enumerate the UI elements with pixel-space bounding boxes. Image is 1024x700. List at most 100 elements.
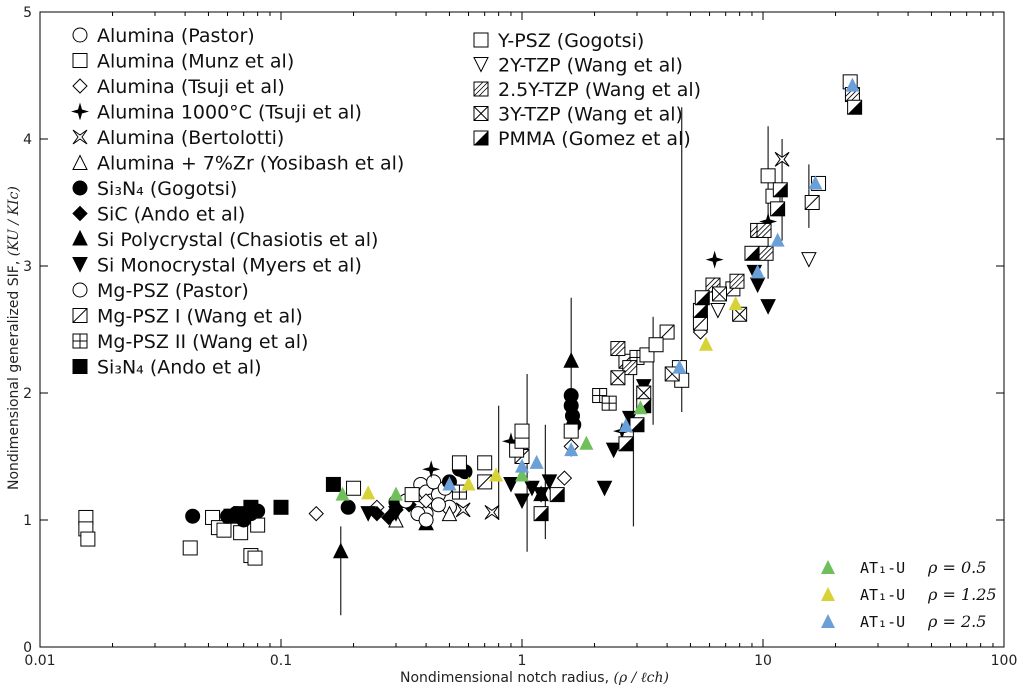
data-point bbox=[404, 487, 420, 503]
data-point bbox=[533, 506, 549, 522]
legend-label: 2Y-TZP (Wang et al) bbox=[498, 55, 683, 77]
series-19 bbox=[335, 400, 648, 501]
data-point bbox=[430, 497, 446, 513]
legend-entry: Alumina (Pastor) bbox=[72, 25, 255, 47]
data-point bbox=[515, 458, 529, 473]
data-point bbox=[325, 476, 341, 492]
data-point bbox=[503, 476, 519, 493]
legend-marker bbox=[72, 78, 88, 94]
legend-label: Si Polycrystal (Chasiotis et al) bbox=[97, 229, 378, 251]
y-tick-label: 3 bbox=[23, 259, 32, 275]
data-point bbox=[361, 485, 376, 500]
legend-marker bbox=[72, 180, 88, 196]
data-point bbox=[422, 460, 441, 479]
x-tick-label: 0.01 bbox=[24, 653, 55, 669]
series-14 bbox=[346, 74, 858, 503]
data-point bbox=[529, 454, 544, 469]
data-point bbox=[692, 315, 708, 331]
data-point bbox=[705, 250, 724, 269]
data-point bbox=[847, 99, 863, 115]
data-point bbox=[515, 467, 529, 482]
legend-entry: 2Y-TZP (Wang et al) bbox=[473, 55, 683, 77]
data-point bbox=[729, 273, 745, 289]
y-tick-label: 0 bbox=[23, 640, 32, 656]
legend-entry: Si₃N₄ (Gogotsi) bbox=[72, 178, 237, 200]
legend-marker bbox=[72, 129, 88, 145]
y-tick-label: 2 bbox=[23, 386, 32, 402]
data-point bbox=[659, 324, 675, 340]
legend-label: 2.5Y-TZP (Wang et al) bbox=[498, 79, 701, 101]
data-point bbox=[564, 442, 579, 457]
data-point bbox=[694, 290, 710, 306]
legend-marker bbox=[72, 27, 88, 43]
data-point bbox=[672, 359, 687, 374]
legend-model-rho: ρ = 0.5 bbox=[927, 558, 986, 577]
data-point bbox=[332, 542, 349, 559]
series-4 bbox=[455, 151, 790, 520]
data-point bbox=[804, 195, 820, 210]
data-point bbox=[514, 423, 530, 439]
data-point bbox=[418, 512, 434, 528]
legend-marker bbox=[72, 53, 88, 68]
legend-marker bbox=[72, 205, 88, 222]
data-point bbox=[749, 277, 766, 294]
data-point bbox=[758, 245, 774, 261]
data-point bbox=[760, 299, 776, 315]
legend-model-rho: ρ = 2.5 bbox=[927, 612, 986, 631]
legend-entry: Alumina 1000°C (Tsuji et al) bbox=[71, 102, 362, 124]
data-point bbox=[633, 400, 648, 415]
data-point bbox=[610, 370, 626, 386]
data-point bbox=[563, 352, 580, 368]
legend-model-label: AT₁-U bbox=[860, 559, 905, 577]
legend-label: Mg-PSZ I (Wang et al) bbox=[97, 306, 303, 328]
data-point bbox=[360, 506, 376, 522]
legend-label: PMMA (Gomez et al) bbox=[498, 128, 691, 150]
legend-label: Alumina 1000°C (Tsuji et al) bbox=[97, 102, 362, 124]
y-tick-label: 5 bbox=[23, 5, 32, 21]
legend-entry: Alumina (Tsuji et al) bbox=[72, 76, 285, 98]
data-point bbox=[340, 499, 356, 515]
data-point bbox=[426, 474, 442, 490]
data-point bbox=[629, 417, 645, 433]
data-point bbox=[216, 522, 232, 538]
legend-marker bbox=[473, 81, 489, 97]
data-point bbox=[770, 201, 786, 217]
data-point bbox=[346, 480, 362, 496]
data-point bbox=[388, 506, 404, 522]
series-3 bbox=[422, 212, 778, 479]
data-point bbox=[712, 286, 728, 302]
x-tick-label: 100 bbox=[991, 653, 1018, 669]
legend-label: 3Y-TZP (Wang et al) bbox=[498, 104, 683, 126]
data-point bbox=[601, 395, 617, 411]
legend-model-marker bbox=[821, 614, 835, 628]
data-point bbox=[648, 337, 664, 353]
x-axis-label: Nondimensional notch radius, (ρ / ℓch) bbox=[400, 670, 669, 686]
series-15 bbox=[710, 252, 817, 319]
legend-entry: Alumina (Munz et al) bbox=[72, 51, 294, 73]
legend-model-label: AT₁-U bbox=[860, 586, 905, 604]
legend-label: Mg-PSZ (Pastor) bbox=[97, 280, 249, 302]
legend-marker bbox=[473, 130, 489, 146]
legend-experimental: Alumina (Pastor) Alumina (Munz et al) Alum… bbox=[71, 25, 701, 379]
legend-marker bbox=[72, 282, 88, 298]
data-point bbox=[308, 505, 324, 522]
legend-entry: 3Y-TZP (Wang et al) bbox=[473, 104, 683, 126]
data-point bbox=[618, 436, 634, 452]
y-tick-label: 4 bbox=[23, 132, 32, 148]
data-point bbox=[698, 336, 713, 351]
legend-model-marker bbox=[821, 560, 835, 574]
data-point bbox=[418, 493, 434, 509]
data-point bbox=[605, 442, 622, 459]
legend-marker bbox=[72, 154, 88, 170]
data-point bbox=[579, 435, 594, 450]
data-point bbox=[556, 470, 573, 486]
data-point bbox=[692, 302, 708, 318]
data-point bbox=[744, 245, 760, 261]
data-point bbox=[636, 385, 652, 401]
legend-model-entry: AT₁-U ρ = 0.5 bbox=[821, 558, 986, 577]
series-20 bbox=[361, 296, 743, 500]
data-point bbox=[233, 525, 249, 541]
legend-marker bbox=[473, 32, 489, 48]
legend-model-marker bbox=[821, 587, 835, 601]
legend-entry: Si Polycrystal (Chasiotis et al) bbox=[72, 229, 378, 251]
